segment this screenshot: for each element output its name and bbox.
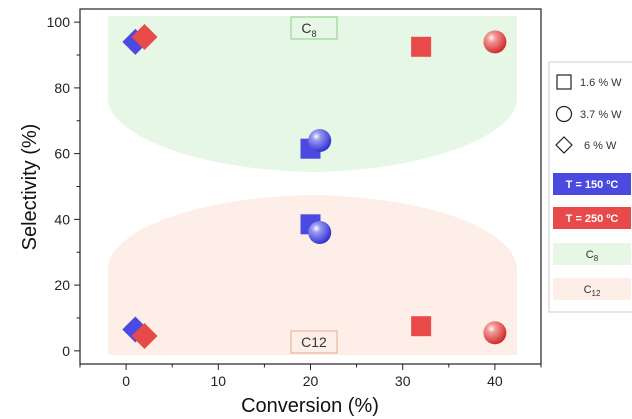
circle-marker	[483, 30, 507, 54]
legend-label-4: T = 150 ºC	[566, 179, 619, 191]
x-tick-label: 20	[303, 373, 319, 389]
circle-marker	[308, 128, 332, 152]
legend-square-icon	[556, 74, 572, 90]
y-tick-label: 0	[62, 343, 70, 359]
legend-label-2: 3.7 % W	[580, 109, 622, 121]
region-label-c8: C8	[301, 20, 316, 39]
y-tick-label: 100	[47, 14, 71, 30]
x-tick-label: 0	[122, 373, 130, 389]
legend-box-150	[553, 173, 631, 195]
y-axis-title: Selectivity (%)	[19, 124, 41, 251]
legend-diamond-icon	[555, 136, 573, 154]
legend-box-c8	[553, 243, 631, 265]
data-markers	[122, 23, 507, 350]
circle-marker	[308, 221, 332, 245]
circle-marker	[483, 321, 507, 345]
region-label-box-c12	[290, 330, 338, 354]
y-tick-label: 60	[54, 146, 70, 162]
x-tick-label: 30	[395, 373, 411, 389]
legend-label-6: C8	[586, 249, 599, 263]
x-tick-label: 10	[211, 373, 227, 389]
legend-label-7: C12	[584, 284, 601, 298]
y-tick-label: 20	[54, 277, 70, 293]
axis-tick-labels: 0 10 20 30 40 0 20 40 60 80 100	[47, 14, 503, 389]
region-c12	[108, 195, 517, 355]
legend-circle-icon	[555, 105, 573, 123]
region-label-c12: C12	[301, 334, 327, 350]
diamond-marker	[131, 23, 158, 50]
y-tick-label: 80	[54, 80, 70, 96]
legend-label-5: T = 250 ºC	[566, 213, 619, 225]
legend-label-3: 6 % W	[584, 140, 617, 152]
x-axis-title: Conversion (%)	[241, 395, 379, 417]
legend-label-1: 1.6 % W	[580, 77, 622, 89]
region-label-box-c8	[290, 16, 338, 40]
axis-ticks	[74, 21, 542, 370]
legend-box-250	[553, 207, 631, 229]
x-tick-label: 40	[487, 373, 503, 389]
diamond-marker	[131, 323, 158, 350]
square-marker	[411, 316, 432, 337]
square-marker	[411, 36, 432, 57]
y-tick-label: 40	[54, 211, 70, 227]
legend: 1.6 % W 3.7 % W 6 % W T = 150 ºC T = 250…	[548, 61, 632, 313]
diamond-marker	[122, 28, 149, 55]
legend-box-c12	[553, 278, 631, 300]
